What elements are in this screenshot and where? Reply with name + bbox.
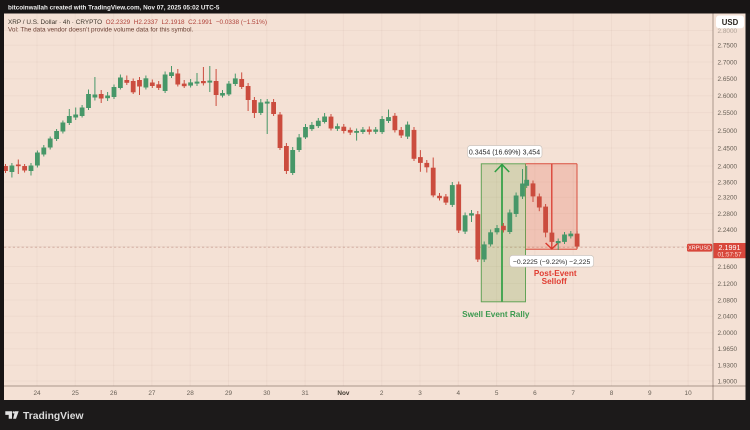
svg-text:8: 8 [610, 390, 614, 397]
svg-text:Swell Event Rally: Swell Event Rally [462, 310, 530, 319]
svg-text:3: 3 [418, 390, 422, 397]
svg-text:28: 28 [187, 390, 195, 397]
svg-text:USD: USD [722, 18, 739, 27]
svg-text:7: 7 [571, 390, 575, 397]
svg-text:2.0400: 2.0400 [718, 314, 738, 321]
svg-text:XRP / U.S. Dollar · 4h · CRYPT: XRP / U.S. Dollar · 4h · CRYPTO O2.2329 … [8, 19, 267, 26]
svg-text:2.1991: 2.1991 [719, 243, 741, 252]
svg-text:27: 27 [148, 390, 156, 397]
svg-text:Selloff: Selloff [542, 277, 567, 286]
svg-text:2.6000: 2.6000 [718, 93, 738, 100]
svg-text:1.9000: 1.9000 [718, 378, 738, 385]
svg-text:Post-Event: Post-Event [534, 269, 577, 278]
svg-text:2.4000: 2.4000 [718, 163, 738, 170]
svg-text:10: 10 [685, 390, 693, 397]
svg-text:TradingView: TradingView [23, 411, 84, 422]
svg-text:2.4500: 2.4500 [718, 145, 738, 152]
svg-text:26: 26 [110, 390, 118, 397]
svg-text:Vol: The data vendor doesn’t p: Vol: The data vendor doesn’t provide vol… [8, 27, 194, 34]
svg-text:30: 30 [263, 390, 271, 397]
svg-text:9: 9 [648, 390, 652, 397]
svg-text:2.5000: 2.5000 [718, 128, 738, 135]
svg-text:25: 25 [72, 390, 80, 397]
svg-text:2.2400: 2.2400 [718, 227, 738, 234]
svg-text:2.6500: 2.6500 [718, 76, 738, 83]
svg-text:01:57:57: 01:57:57 [717, 252, 742, 259]
svg-text:2.0800: 2.0800 [718, 297, 738, 304]
svg-text:−0.2225 (−9.22%) −2,225: −0.2225 (−9.22%) −2,225 [513, 259, 591, 266]
svg-text:6: 6 [533, 390, 537, 397]
svg-text:2.0000: 2.0000 [718, 330, 738, 337]
svg-text:2.8000: 2.8000 [718, 28, 738, 35]
svg-text:2.3200: 2.3200 [718, 195, 738, 202]
svg-text:2.7500: 2.7500 [718, 43, 738, 50]
svg-text:2.1200: 2.1200 [718, 281, 738, 288]
svg-text:0.3454 (16.69%) 3,454: 0.3454 (16.69%) 3,454 [469, 149, 540, 156]
svg-text:1.9650: 1.9650 [718, 346, 738, 353]
svg-text:2.5500: 2.5500 [718, 110, 738, 117]
svg-text:2: 2 [380, 390, 384, 397]
svg-text:1.9300: 1.9300 [718, 363, 738, 370]
svg-text:bitcoinwallah created with Tra: bitcoinwallah created with TradingView.c… [8, 4, 220, 11]
svg-text:4: 4 [457, 390, 461, 397]
svg-text:2.3600: 2.3600 [718, 179, 738, 186]
svg-text:29: 29 [225, 390, 233, 397]
svg-text:XRPUSD: XRPUSD [688, 246, 711, 252]
svg-text:24: 24 [33, 390, 41, 397]
svg-text:31: 31 [302, 390, 310, 397]
svg-text:Nov: Nov [337, 390, 350, 397]
svg-text:5: 5 [495, 390, 499, 397]
svg-text:2.2800: 2.2800 [718, 211, 738, 218]
svg-text:2.7000: 2.7000 [718, 59, 738, 66]
svg-text:2.1600: 2.1600 [718, 264, 738, 271]
